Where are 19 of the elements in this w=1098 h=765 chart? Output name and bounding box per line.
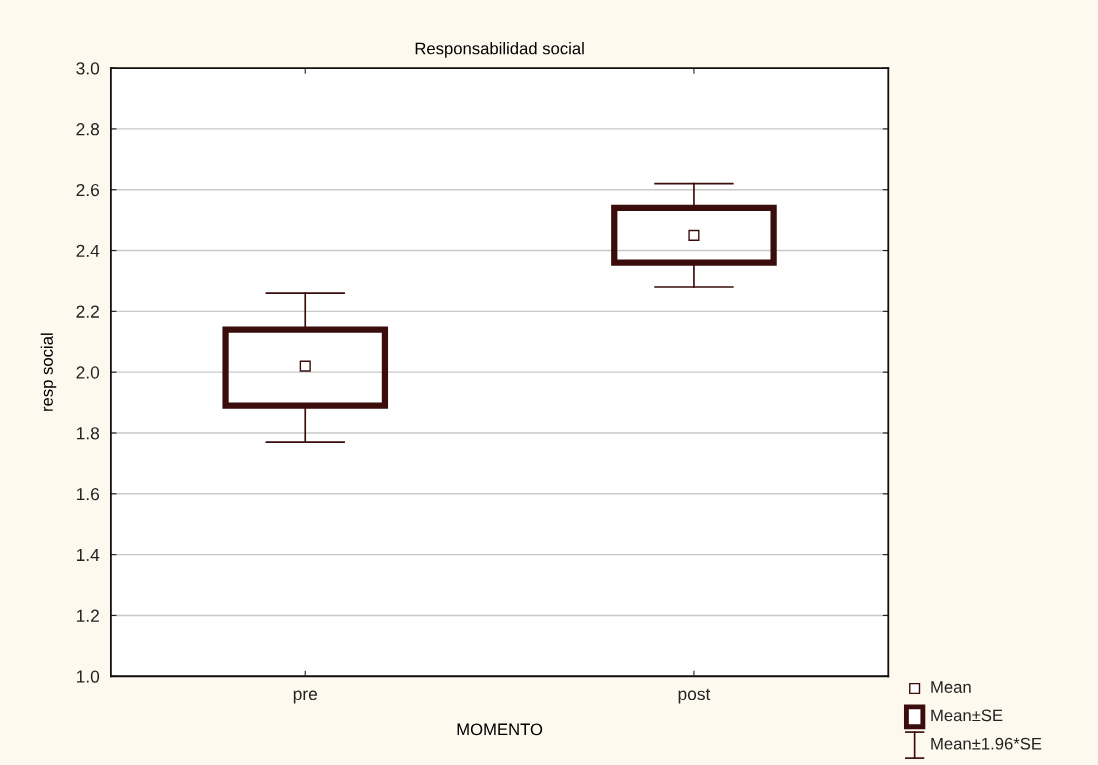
y-tick-label: 2.6	[76, 183, 100, 197]
y-tick-label: 2.0	[76, 366, 100, 379]
y-tick-label: 1.8	[76, 427, 100, 440]
text: Mean±SE	[931, 709, 1003, 722]
y-tick-label: 1.0	[76, 670, 100, 683]
y-tick-label: 3.0	[76, 62, 100, 75]
text: Mean	[931, 681, 971, 693]
y-tick-label: 2.2	[76, 305, 99, 318]
chart-title: Responsabilidad social	[415, 42, 584, 58]
y-tick-label: 1.4	[76, 548, 100, 561]
x-tick-label: post	[678, 688, 711, 704]
y-tick-label: 1.2	[76, 609, 99, 622]
x-axis-title: MOMENTO	[457, 723, 543, 736]
y-tick-label: 2.4	[76, 244, 100, 257]
y-tick-label: 2.8	[76, 123, 100, 136]
x-tick-label: pre	[293, 690, 318, 704]
y-tick-label: 1.6	[76, 487, 100, 501]
y-axis-title: resp social	[40, 333, 57, 411]
text: Mean±1.96*SE	[931, 737, 1042, 750]
